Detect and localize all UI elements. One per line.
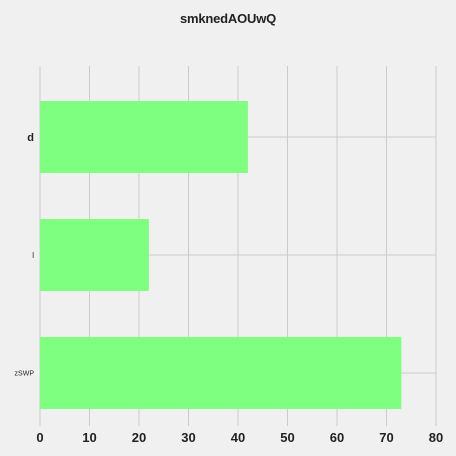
x-tick-label: 10 — [82, 430, 96, 445]
bar-l — [40, 219, 149, 291]
x-tick-label: 40 — [231, 430, 245, 445]
chart-title: smknedAOUwQ — [179, 11, 277, 26]
y-tick-labels: d l zSWP — [15, 132, 35, 378]
bar-zSWP — [40, 337, 402, 409]
x-tick-label: 70 — [379, 430, 393, 445]
x-tick-label: 20 — [132, 430, 146, 445]
x-tick-label: 80 — [429, 430, 443, 445]
y-tick-label-l: l — [32, 251, 34, 260]
bars — [40, 101, 402, 409]
x-tick-label: 50 — [280, 430, 294, 445]
y-tick-label-zSWP: zSWP — [15, 370, 35, 377]
x-tick-label: 0 — [36, 430, 43, 445]
x-tick-label: 60 — [330, 430, 344, 445]
x-tick-label: 30 — [181, 430, 195, 445]
bar-d — [40, 101, 248, 173]
x-tick-labels: 0 10 20 30 40 50 60 70 80 — [36, 430, 443, 445]
y-tick-label-d: d — [27, 132, 34, 144]
